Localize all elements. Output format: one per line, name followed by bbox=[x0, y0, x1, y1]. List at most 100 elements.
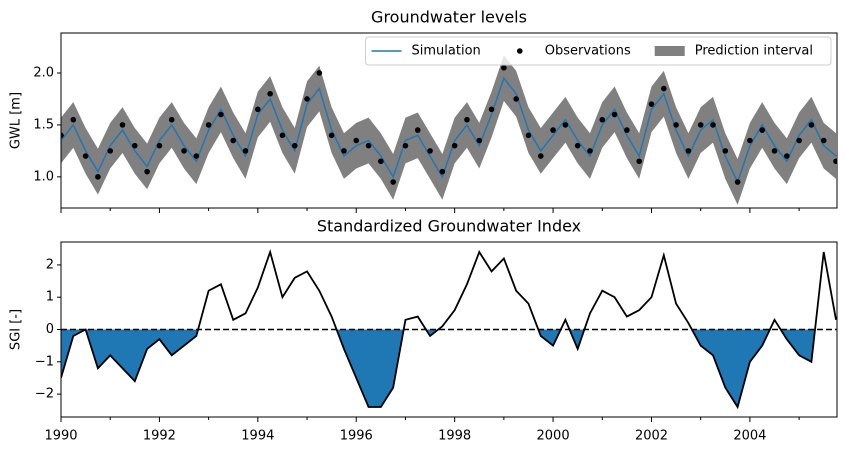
observation bbox=[451, 142, 458, 149]
observation bbox=[267, 90, 273, 97]
observation bbox=[599, 116, 606, 123]
x-tick-label: 1998 bbox=[438, 429, 471, 444]
legend-label: Prediction interval bbox=[695, 44, 813, 59]
observation bbox=[771, 148, 778, 154]
observation bbox=[193, 153, 200, 159]
legend-label: Simulation bbox=[412, 44, 481, 59]
observation bbox=[636, 158, 642, 165]
observation bbox=[525, 132, 532, 139]
plot-area bbox=[61, 248, 837, 410]
observation bbox=[255, 106, 261, 113]
observation bbox=[611, 111, 618, 118]
observation bbox=[144, 168, 150, 175]
axes-title: Groundwater levels bbox=[371, 8, 527, 27]
y-tick-label: −1 bbox=[35, 354, 54, 369]
y-tick-label: 1.5 bbox=[33, 117, 54, 132]
x-tick-label: 2004 bbox=[733, 429, 766, 444]
observation bbox=[587, 148, 593, 154]
observation bbox=[439, 168, 446, 175]
observation bbox=[107, 148, 114, 154]
observation bbox=[218, 111, 224, 118]
observation bbox=[82, 153, 89, 159]
observation bbox=[304, 96, 310, 102]
observation bbox=[734, 179, 741, 185]
axes-title: Standardized Groundwater Index bbox=[317, 217, 581, 236]
observation bbox=[132, 142, 138, 149]
legend-label: Observations bbox=[545, 44, 631, 59]
x-tick-label: 2002 bbox=[635, 429, 668, 444]
observation bbox=[464, 116, 470, 123]
x-tick-label: 2000 bbox=[537, 429, 570, 444]
legend: Simulation Observations Prediction interva… bbox=[365, 36, 832, 66]
plot-area bbox=[61, 55, 837, 205]
observation bbox=[328, 132, 335, 139]
observation bbox=[390, 179, 396, 185]
x-tick-label: 1992 bbox=[143, 429, 176, 444]
observation bbox=[205, 122, 212, 128]
fill-group bbox=[61, 329, 837, 407]
observation bbox=[624, 127, 630, 133]
legend-box bbox=[365, 36, 832, 66]
observation bbox=[501, 64, 507, 71]
axes-frame bbox=[60, 32, 838, 209]
observation bbox=[660, 85, 667, 92]
observation bbox=[747, 137, 753, 144]
observation bbox=[673, 122, 679, 128]
observation bbox=[242, 148, 249, 154]
x-tick-label: 1994 bbox=[241, 429, 274, 444]
observation bbox=[119, 122, 126, 128]
observation bbox=[365, 142, 372, 149]
series-line bbox=[61, 76, 837, 185]
observation bbox=[550, 127, 556, 133]
y-axis-label: SGI [-] bbox=[9, 309, 24, 350]
observation bbox=[833, 158, 837, 165]
observation bbox=[341, 148, 347, 154]
observation bbox=[648, 101, 655, 107]
observation bbox=[685, 148, 692, 154]
y-axis-label: GWL [m] bbox=[9, 92, 24, 149]
observation bbox=[537, 153, 544, 159]
observation bbox=[95, 174, 101, 180]
observation bbox=[476, 137, 483, 144]
y-tick-label: 2.0 bbox=[33, 65, 54, 80]
y-tick-label: 0 bbox=[46, 322, 54, 337]
y-tick-label: 2 bbox=[46, 257, 54, 272]
observation bbox=[808, 122, 815, 128]
y-tick-label: 1 bbox=[46, 290, 54, 305]
observation bbox=[710, 122, 716, 128]
observation bbox=[279, 132, 286, 139]
observation bbox=[291, 142, 298, 149]
observation bbox=[181, 148, 187, 154]
series-line bbox=[61, 248, 837, 410]
observation bbox=[353, 137, 360, 144]
observation bbox=[759, 127, 766, 133]
observation bbox=[168, 116, 175, 123]
observation bbox=[70, 116, 77, 123]
observation bbox=[402, 142, 409, 149]
observation bbox=[784, 153, 790, 159]
observation bbox=[513, 96, 519, 102]
y-tick-label: −2 bbox=[35, 387, 54, 402]
observation bbox=[697, 122, 704, 128]
observation bbox=[316, 70, 323, 76]
x-tick-label: 1990 bbox=[44, 429, 77, 444]
observation bbox=[61, 132, 64, 139]
observation bbox=[562, 122, 569, 128]
observation bbox=[427, 148, 433, 154]
legend-patch bbox=[654, 46, 685, 56]
observation bbox=[820, 137, 827, 144]
observation bbox=[796, 137, 802, 144]
observation bbox=[156, 142, 163, 149]
prediction-interval bbox=[61, 55, 837, 205]
legend-dot bbox=[516, 48, 523, 54]
x-tick-label: 1996 bbox=[340, 429, 373, 444]
observation bbox=[574, 142, 581, 149]
observation bbox=[230, 137, 237, 144]
deficit-area bbox=[61, 329, 837, 407]
observation bbox=[378, 158, 384, 165]
observation bbox=[722, 148, 729, 154]
observation bbox=[414, 127, 421, 133]
y-tick-label: 1.0 bbox=[33, 169, 54, 184]
observation bbox=[488, 106, 495, 113]
